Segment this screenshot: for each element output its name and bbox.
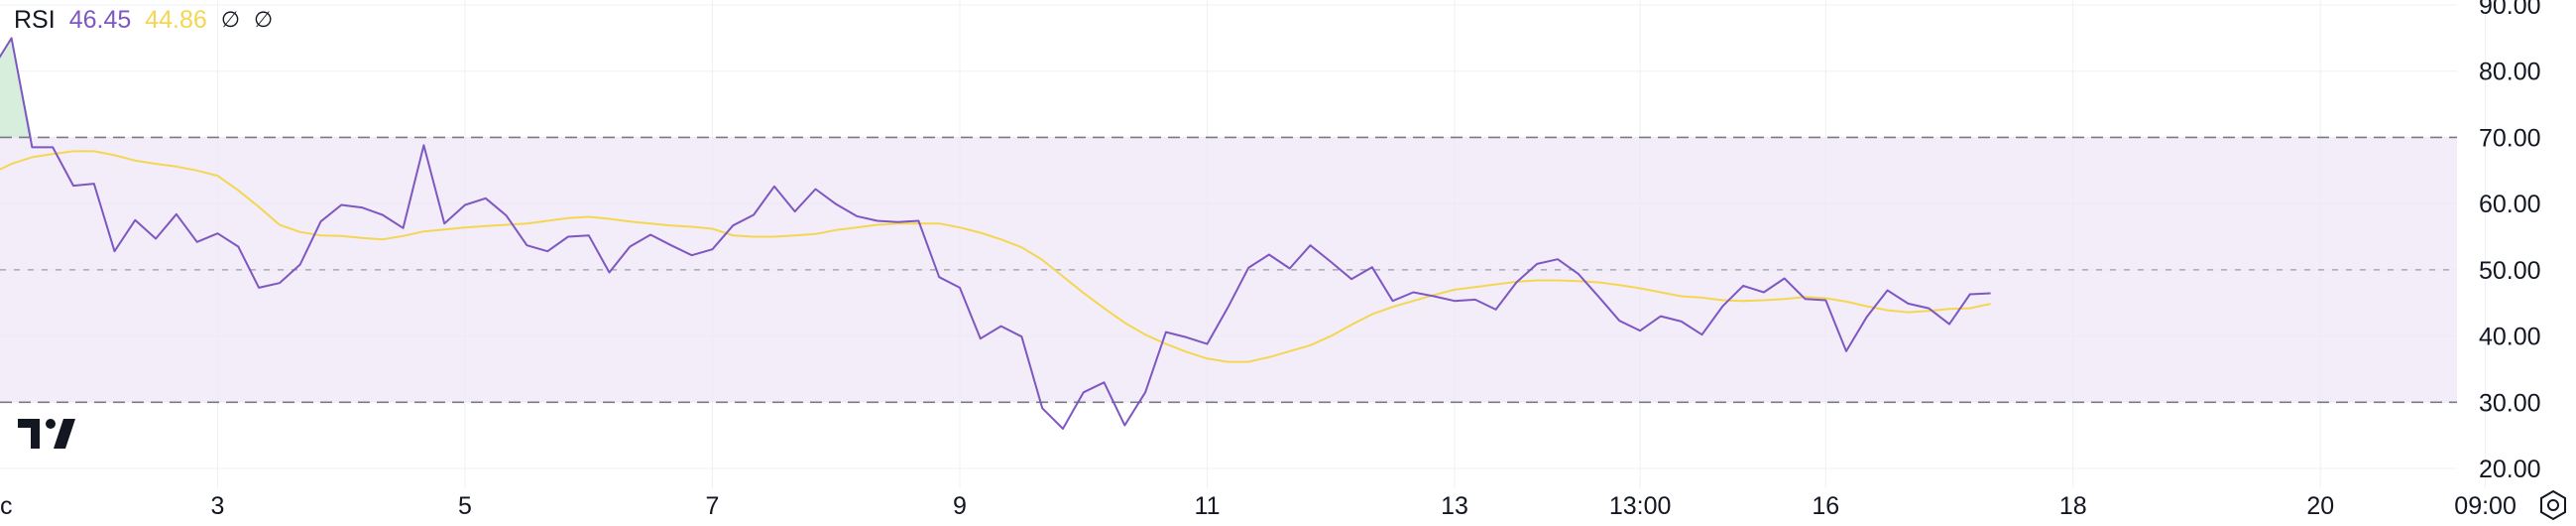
rsi-line: [0, 37, 1991, 430]
x-tick-label: 13:00: [1609, 492, 1672, 520]
y-tick-label: 90.00: [2479, 0, 2541, 20]
y-tick-label: 40.00: [2479, 324, 2541, 351]
y-tick-label: 70.00: [2479, 124, 2541, 152]
x-tick-label: 13: [1441, 492, 1468, 520]
y-tick-label: 60.00: [2479, 191, 2541, 218]
y-tick-label: 80.00: [2479, 59, 2541, 86]
level-lines: [0, 136, 2457, 404]
y-tick-label: 50.00: [2479, 257, 2541, 285]
rsi-ma-line: [0, 150, 1991, 363]
rsi-value: 46.45: [68, 5, 132, 34]
empty-value-icon: ∅: [253, 7, 274, 32]
overbought-fill: [0, 38, 1991, 138]
y-axis[interactable]: 20.00 30.00 40.00 50.00 60.00 70.00 80.00 90.00: [2479, 0, 2541, 483]
settings-gear-icon[interactable]: [2536, 488, 2570, 522]
y-tick-label: 30.00: [2479, 389, 2541, 417]
indicator-name[interactable]: RSI: [14, 5, 56, 34]
fill-layer: [0, 38, 2457, 403]
empty-value-icon: ∅: [220, 7, 240, 32]
x-tick-label: 20: [2306, 492, 2334, 520]
x-tick-label: 16: [1812, 492, 1839, 520]
x-tick-label: c: [0, 492, 13, 520]
ma-value: 44.86: [145, 5, 207, 34]
y-tick-label: 20.00: [2479, 456, 2541, 483]
x-tick-label: 3: [211, 492, 225, 520]
rsi-band-background: [0, 137, 2457, 403]
x-tick-label: 7: [706, 492, 720, 520]
tradingview-logo-icon[interactable]: [18, 417, 79, 451]
x-tick-label: 18: [2059, 492, 2087, 520]
series-layer: [0, 37, 1991, 430]
x-axis[interactable]: c 3 5 7 9 11 13 13:00 16 18 20 09:00: [0, 492, 2517, 520]
indicator-legend[interactable]: RSI 46.45 44.86 ∅ ∅: [14, 2, 273, 38]
x-tick-label: 09:00: [2454, 492, 2517, 520]
x-tick-label: 5: [458, 492, 472, 520]
x-tick-label: 9: [953, 492, 967, 520]
x-tick-label: 11: [1195, 492, 1221, 520]
